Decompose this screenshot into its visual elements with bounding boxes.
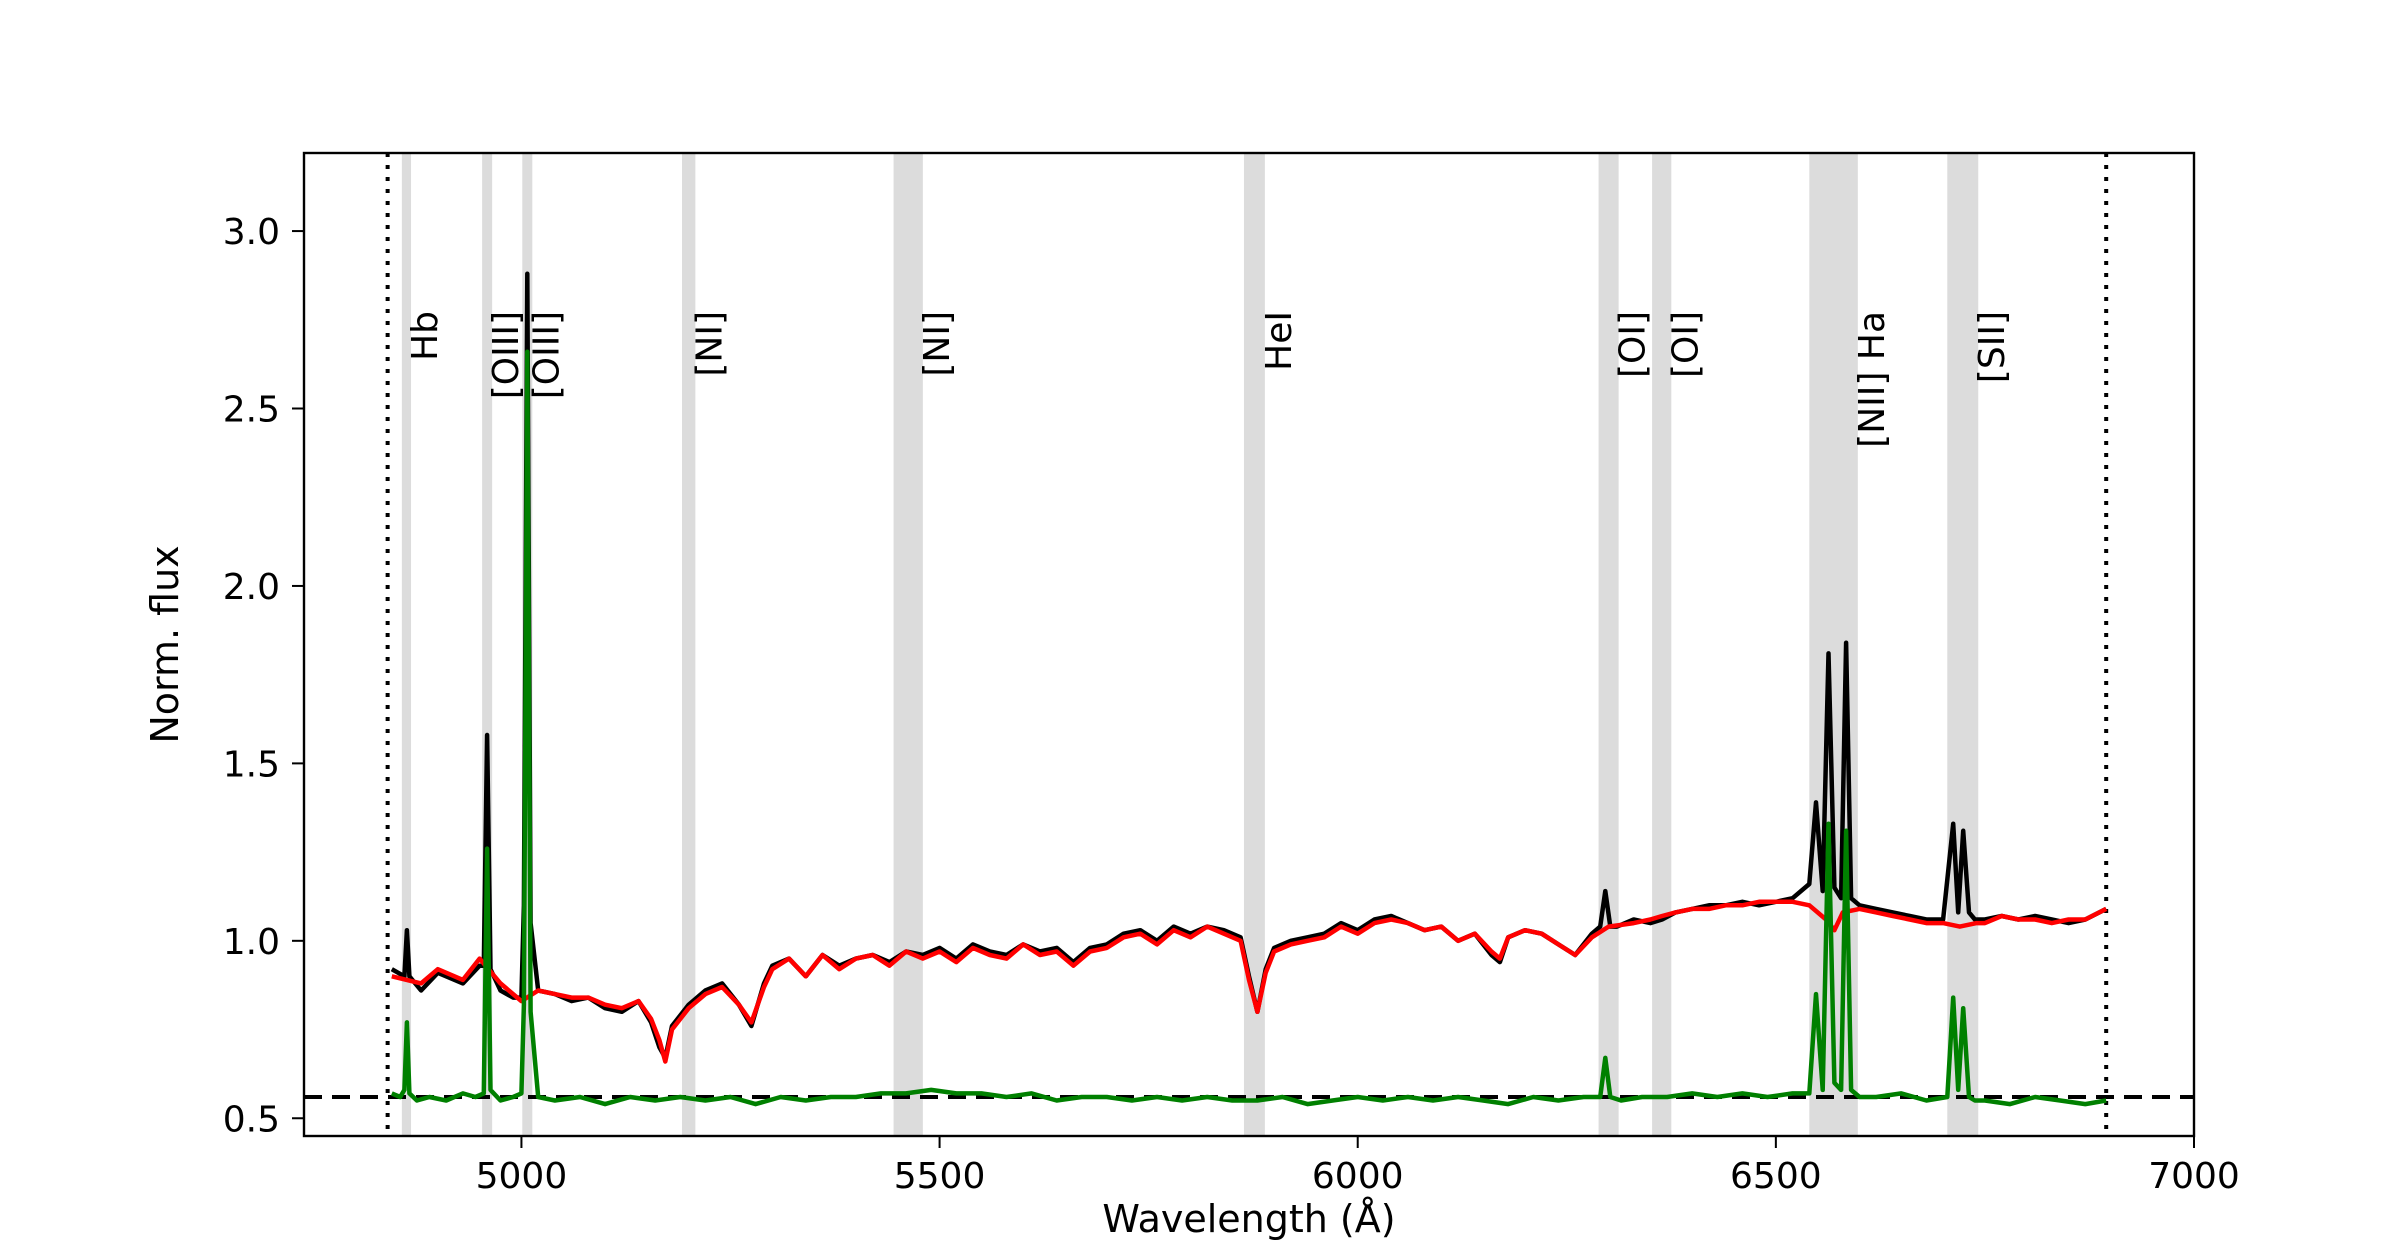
emission-band-1 [482,153,493,1136]
emission-band-6 [1598,153,1619,1136]
emission-line-labels: Hb [OIII] [OIII] [NI] [NI] HeI [OI] [OI] [NII] H… [405,311,2013,448]
emission-band-5 [1243,153,1265,1136]
emission-label-6: [OI] [1613,311,1654,378]
y-tick-label-2: 1.5 [223,744,280,785]
y-tick-label-4: 2.5 [223,390,280,431]
y-axis-ticks: 0.5 1.0 1.5 2.0 2.5 3.0 [223,212,304,1140]
emission-label-1: [OIII] [486,311,527,399]
y-tick-label-3: 2.0 [223,567,280,608]
emission-band-7 [1652,153,1672,1136]
emission-band-0 [401,153,412,1136]
emission-label-0: Hb [405,311,446,361]
y-tick-label-5: 3.0 [223,212,280,253]
emission-label-8: [NII] Ha [1852,311,1893,448]
x-tick-label-4: 7000 [2148,1156,2240,1197]
y-tick-label-0: 0.5 [223,1099,280,1140]
y-axis-label: Norm. flux [143,545,187,743]
emission-label-4: [NI] [917,311,958,377]
plot-frame [302,151,2196,1138]
emission-label-7: [OI] [1665,311,1706,378]
spectrum-series [390,271,2108,1107]
emission-label-3: [NI] [689,311,730,377]
emission-band-9 [1947,153,1979,1136]
emission-label-2: [OIII] [526,311,567,399]
emission-label-9: [SII] [1972,311,2013,383]
y-tick-label-1: 1.0 [223,922,280,963]
x-tick-label-1: 5500 [894,1156,986,1197]
x-axis-ticks: 5000 5500 6000 6500 7000 [476,1136,2240,1197]
x-axis-label: Wavelength (Å) [1102,1197,1395,1241]
emission-band-3 [682,153,696,1136]
x-tick-label-0: 5000 [476,1156,568,1197]
model-spectrum-line [391,899,2108,1064]
wavelength-range-markers [385,153,2109,1136]
x-tick-label-3: 6500 [1730,1156,1822,1197]
emission-band-4 [893,153,923,1136]
x-tick-label-2: 6000 [1312,1156,1404,1197]
emission-label-5: HeI [1259,311,1300,371]
residual-spectrum-line [390,349,2107,1107]
